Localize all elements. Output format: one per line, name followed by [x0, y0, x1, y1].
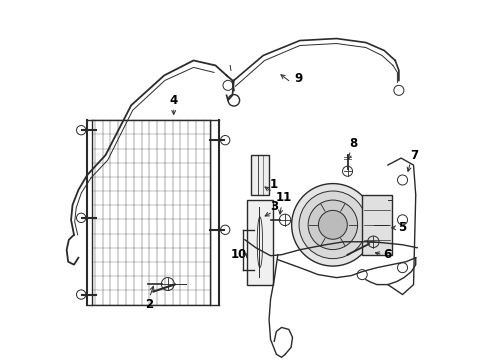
Polygon shape — [246, 200, 272, 285]
Text: 2: 2 — [145, 298, 153, 311]
Text: 4: 4 — [169, 94, 178, 107]
Polygon shape — [362, 195, 391, 255]
Text: 6: 6 — [383, 248, 391, 261]
Text: 3: 3 — [269, 201, 278, 213]
Text: 7: 7 — [409, 149, 417, 162]
Circle shape — [291, 184, 373, 266]
Text: 11: 11 — [275, 192, 291, 204]
Text: 5: 5 — [398, 221, 406, 234]
Text: 8: 8 — [348, 137, 357, 150]
Circle shape — [307, 200, 357, 249]
Circle shape — [299, 191, 366, 258]
Text: 1: 1 — [269, 179, 278, 192]
Polygon shape — [250, 155, 268, 195]
Text: 10: 10 — [230, 248, 246, 261]
Text: 9: 9 — [294, 72, 302, 85]
Circle shape — [318, 210, 346, 239]
